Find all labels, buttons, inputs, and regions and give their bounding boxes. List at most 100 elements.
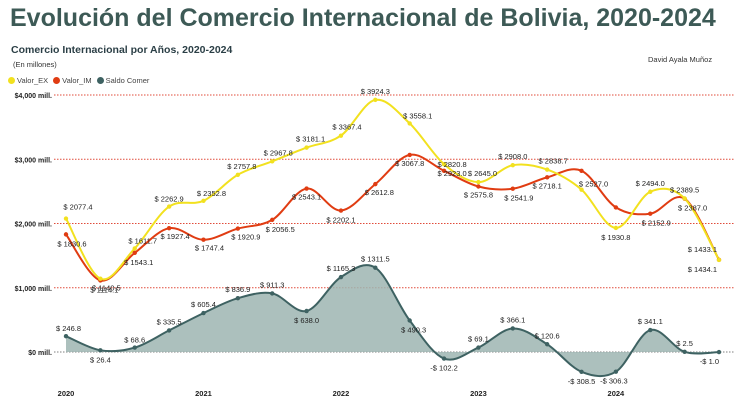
legend-swatch-im (53, 77, 61, 84)
saldo-data-label: $ 366.1 (500, 315, 525, 324)
im-point (441, 168, 447, 173)
im-data-label: $ 2820.8 (437, 160, 466, 169)
ex-point (98, 276, 103, 281)
im-data-label: $ 2541.9 (504, 194, 533, 203)
legend-item-saldo[interactable]: Saldo Comer (96, 76, 150, 85)
saldo-point (441, 356, 447, 361)
ex-point (338, 133, 344, 138)
im-point (63, 232, 69, 237)
y-tick-label: $3,000 mill. (15, 157, 52, 164)
ex-data-label: $ 2757.8 (227, 162, 256, 171)
saldo-data-label: $ 335.5 (157, 317, 182, 326)
saldo-data-label: $ 26.4 (90, 355, 111, 364)
saldo-data-label: $ 2.5 (676, 339, 693, 348)
saldo-data-label: $ 1165.3 (327, 264, 356, 273)
im-data-label: $ 2575.8 (464, 191, 493, 200)
chart-subtitle: Comercio Internacional por Años, 2020-20… (11, 44, 233, 56)
im-data-label: $ 2152.9 (642, 219, 671, 228)
author-credit: David Ayala Muñoz (648, 55, 713, 64)
im-data-label: $ 2387.0 (678, 204, 707, 213)
x-tick-label: 2023 (470, 389, 487, 398)
saldo-point (510, 326, 515, 331)
ex-point (441, 161, 447, 167)
im-point (544, 175, 550, 180)
im-data-label: $ 1830.6 (57, 239, 86, 248)
saldo-point (544, 342, 550, 347)
ex-data-label: $ 2494.0 (636, 179, 665, 188)
saldo-data-label: $ 490.3 (401, 325, 426, 334)
ex-data-label: $ 2389.5 (670, 185, 699, 194)
ex-point (270, 159, 275, 164)
saldo-point (373, 265, 378, 270)
legend-swatch-ex (8, 77, 15, 84)
ex-point (648, 189, 653, 194)
saldo-data-label: $ 69.1 (468, 335, 489, 344)
saldo-data-label: $ 120.6 (535, 331, 560, 340)
saldo-data-label: $ 638.0 (294, 316, 319, 325)
legend-item-im[interactable]: Valor_IM (53, 76, 92, 85)
ex-data-label: $ 2262.9 (155, 195, 184, 204)
ex-point (579, 187, 584, 192)
saldo-point (338, 274, 344, 280)
ex-data-label: $ 2527.0 (579, 180, 608, 189)
saldo-data-label: -$ 1.0 (700, 357, 719, 366)
ex-data-label: $ 3367.4 (332, 123, 361, 132)
im-data-label: $ 2543.1 (292, 193, 321, 202)
im-point (304, 186, 309, 191)
ex-data-label: $ 1930.8 (601, 233, 630, 242)
im-point (510, 186, 515, 191)
ex-data-label: $ 3924.3 (361, 87, 390, 96)
im-point (407, 152, 412, 158)
saldo-line (65, 264, 720, 378)
im-point (476, 184, 481, 189)
im-data-label: $ 2056.5 (266, 225, 295, 234)
ex-point (235, 172, 241, 178)
ex-point (510, 162, 515, 168)
im-data-label: $ 2612.8 (365, 188, 394, 197)
saldo-point (132, 345, 137, 350)
ex-data-label: $ 2838.7 (539, 157, 568, 166)
ex-data-label: $ 3181.1 (296, 135, 325, 144)
ex-point (544, 167, 550, 172)
x-tick-label: 2021 (195, 389, 212, 398)
saldo-point (166, 328, 172, 333)
legend-label-saldo: Saldo Comer (105, 76, 150, 85)
ex-point (201, 198, 206, 204)
x-tick-label: 2020 (58, 389, 75, 398)
ex-data-label: $ 1140.5 (92, 284, 121, 293)
ex-point (166, 204, 172, 209)
saldo-point (648, 327, 653, 333)
y-tick-label: $1,000 mill. (15, 286, 52, 293)
saldo-point (613, 369, 619, 374)
im-point (132, 250, 137, 256)
im-data-label: $ 1927.4 (161, 232, 190, 241)
im-data-label: $ 1920.9 (231, 233, 260, 242)
saldo-data-label: $ 246.8 (56, 324, 81, 333)
saldo-data-label: $ 911.3 (260, 280, 284, 289)
legend-item-ex[interactable]: Valor_EX (8, 76, 48, 85)
im-point (270, 217, 275, 223)
ex-data-label: $ 1611.7 (128, 236, 157, 245)
ex-point (613, 225, 619, 231)
saldo-point (201, 310, 206, 316)
saldo-data-label: -$ 308.5 (568, 377, 596, 386)
ex-data-label: $ 2077.4 (63, 203, 92, 212)
legend-swatch-saldo (96, 77, 104, 84)
saldo-point (304, 308, 309, 314)
saldo-point (270, 291, 275, 296)
saldo-point (682, 349, 687, 355)
im-data-label: $ 2202.1 (326, 216, 355, 225)
ex-point (682, 196, 687, 201)
im-point (201, 237, 206, 242)
ex-point (373, 97, 378, 103)
saldo-point (63, 333, 69, 339)
im-data-label: $ 1747.4 (195, 244, 224, 253)
chart-legend: Valor_EX Valor_IM Saldo Comer (8, 76, 149, 85)
ex-data-label: $ 2908.0 (498, 152, 527, 161)
y-tick-label: $2,000 mill. (15, 222, 52, 229)
im-data-label: $ 3067.8 (395, 159, 424, 168)
ex-data-label: $ 3558.1 (403, 111, 432, 120)
im-point (613, 205, 619, 210)
ex-point (407, 121, 412, 126)
legend-label-ex: Valor_EX (17, 76, 49, 85)
